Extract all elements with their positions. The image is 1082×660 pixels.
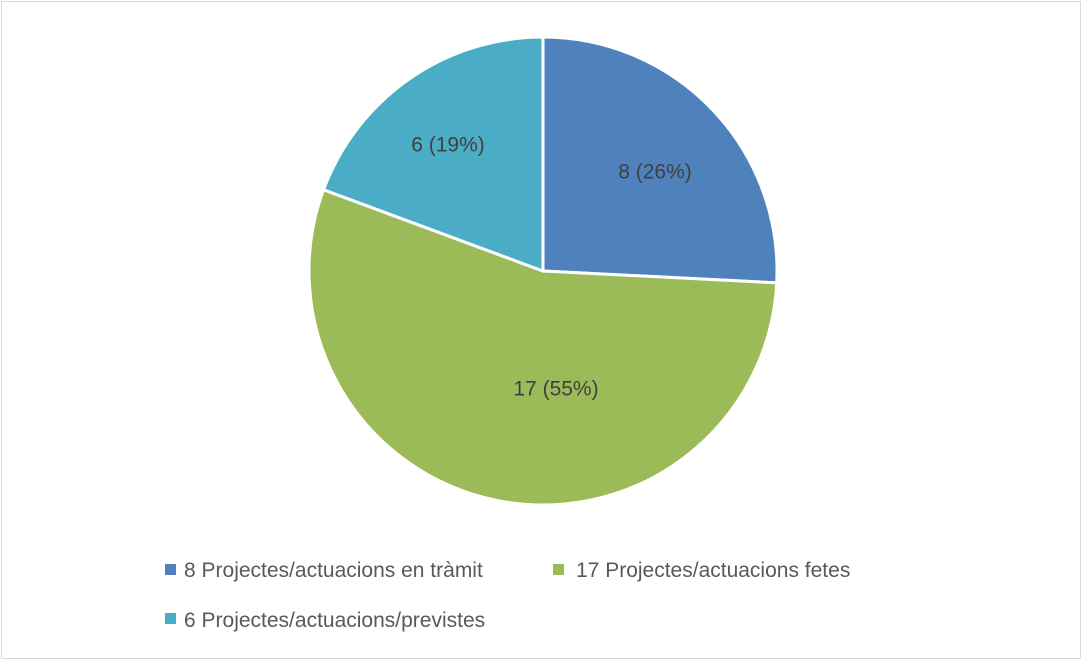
legend-swatch-tramit [165, 564, 176, 575]
legend: 8 Projectes/actuacions en tràmit 17 Proj… [165, 559, 850, 632]
pie-slice-tramit [541, 35, 779, 285]
legend-label-tramit: 8 Projectes/actuacions en tràmit [184, 559, 483, 582]
pie-slice-fetes [307, 187, 779, 507]
slice-label-tramit: 8 (26%) [618, 161, 692, 184]
slice-label-fetes: 17 (55%) [513, 378, 598, 401]
legend-swatch-fetes [553, 564, 564, 575]
legend-label-previstes: 6 Projectes/actuacions/previstes [184, 609, 485, 632]
pie-slice-previstes [321, 35, 545, 274]
legend-entry-tramit: 8 Projectes/actuacions en tràmit [165, 559, 483, 582]
slice-label-previstes: 6 (19%) [411, 134, 485, 157]
legend-label-fetes: 17 Projectes/actuacions fetes [576, 559, 850, 582]
legend-entry-previstes: 6 Projectes/actuacions/previstes [165, 609, 485, 632]
legend-swatch-previstes [165, 613, 176, 624]
pie-slice-labels: 8 (26%) 17 (55%) 6 (19%) [411, 134, 692, 401]
pie-slices [307, 35, 779, 507]
legend-entry-fetes: 17 Projectes/actuacions fetes [553, 559, 850, 582]
